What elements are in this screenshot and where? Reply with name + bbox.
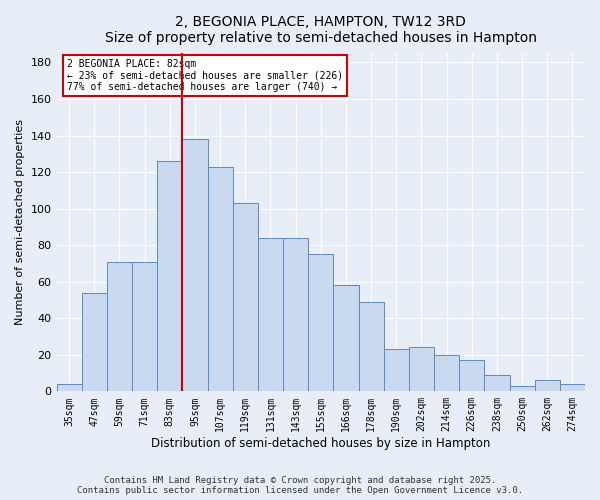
Text: 2 BEGONIA PLACE: 82sqm
← 23% of semi-detached houses are smaller (226)
77% of se: 2 BEGONIA PLACE: 82sqm ← 23% of semi-det… [67, 59, 343, 92]
Y-axis label: Number of semi-detached properties: Number of semi-detached properties [15, 120, 25, 326]
Bar [283, 238, 308, 392]
Bar [182, 139, 208, 392]
Bar [535, 380, 560, 392]
Bar [157, 161, 182, 392]
Bar [484, 375, 509, 392]
Bar [560, 384, 585, 392]
Bar [107, 262, 132, 392]
Bar [132, 262, 157, 392]
Bar [359, 302, 383, 392]
Bar [334, 286, 359, 392]
Title: 2, BEGONIA PLACE, HAMPTON, TW12 3RD
Size of property relative to semi-detached h: 2, BEGONIA PLACE, HAMPTON, TW12 3RD Size… [105, 15, 537, 45]
Bar [208, 166, 233, 392]
Bar [258, 238, 283, 392]
Bar [434, 355, 459, 392]
Bar [383, 350, 409, 392]
Bar [82, 292, 107, 392]
Text: Contains HM Land Registry data © Crown copyright and database right 2025.
Contai: Contains HM Land Registry data © Crown c… [77, 476, 523, 495]
Bar [308, 254, 334, 392]
Bar [459, 360, 484, 392]
X-axis label: Distribution of semi-detached houses by size in Hampton: Distribution of semi-detached houses by … [151, 437, 490, 450]
Bar [233, 203, 258, 392]
Bar [409, 348, 434, 392]
Bar [509, 386, 535, 392]
Bar [56, 384, 82, 392]
